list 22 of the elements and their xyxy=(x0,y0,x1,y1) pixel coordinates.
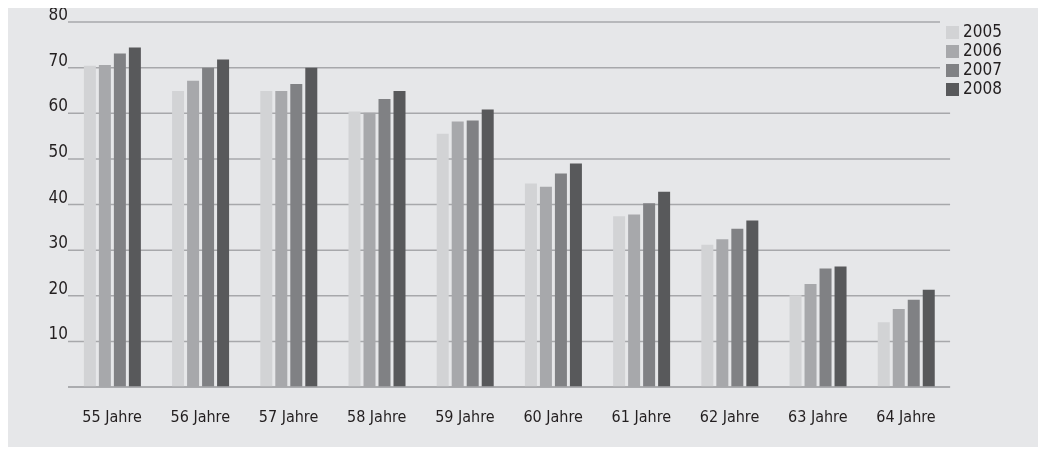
y-tick-label: 20 xyxy=(48,277,68,298)
x-tick-label: 63 Jahre xyxy=(788,407,848,427)
x-tick-label: 60 Jahre xyxy=(523,407,584,427)
y-tick-label: 10 xyxy=(48,323,68,344)
x-tick-label: 64 Jahre xyxy=(876,407,936,427)
x-tick-label: 56 Jahre xyxy=(170,407,231,427)
x-tick-label: 61 Jahre xyxy=(611,407,672,427)
y-tick-label: 70 xyxy=(48,49,68,70)
legend-label: 2007 xyxy=(963,59,1002,79)
x-tick-label: 59 Jahre xyxy=(435,407,495,427)
legend-label: 2005 xyxy=(963,21,1002,41)
y-tick-label: 80 xyxy=(48,4,68,25)
x-tick-label: 55 Jahre xyxy=(82,407,142,427)
x-tick-label: 62 Jahre xyxy=(699,407,760,427)
y-tick-label: 40 xyxy=(48,186,68,207)
y-tick-label: 50 xyxy=(48,140,68,161)
legend-label: 2006 xyxy=(963,40,1002,60)
y-tick-label: 30 xyxy=(48,232,68,253)
x-tick-label: 58 Jahre xyxy=(346,407,407,427)
x-tick-label: 57 Jahre xyxy=(258,407,319,427)
legend-label: 2008 xyxy=(963,78,1002,98)
y-tick-label: 60 xyxy=(48,95,68,116)
